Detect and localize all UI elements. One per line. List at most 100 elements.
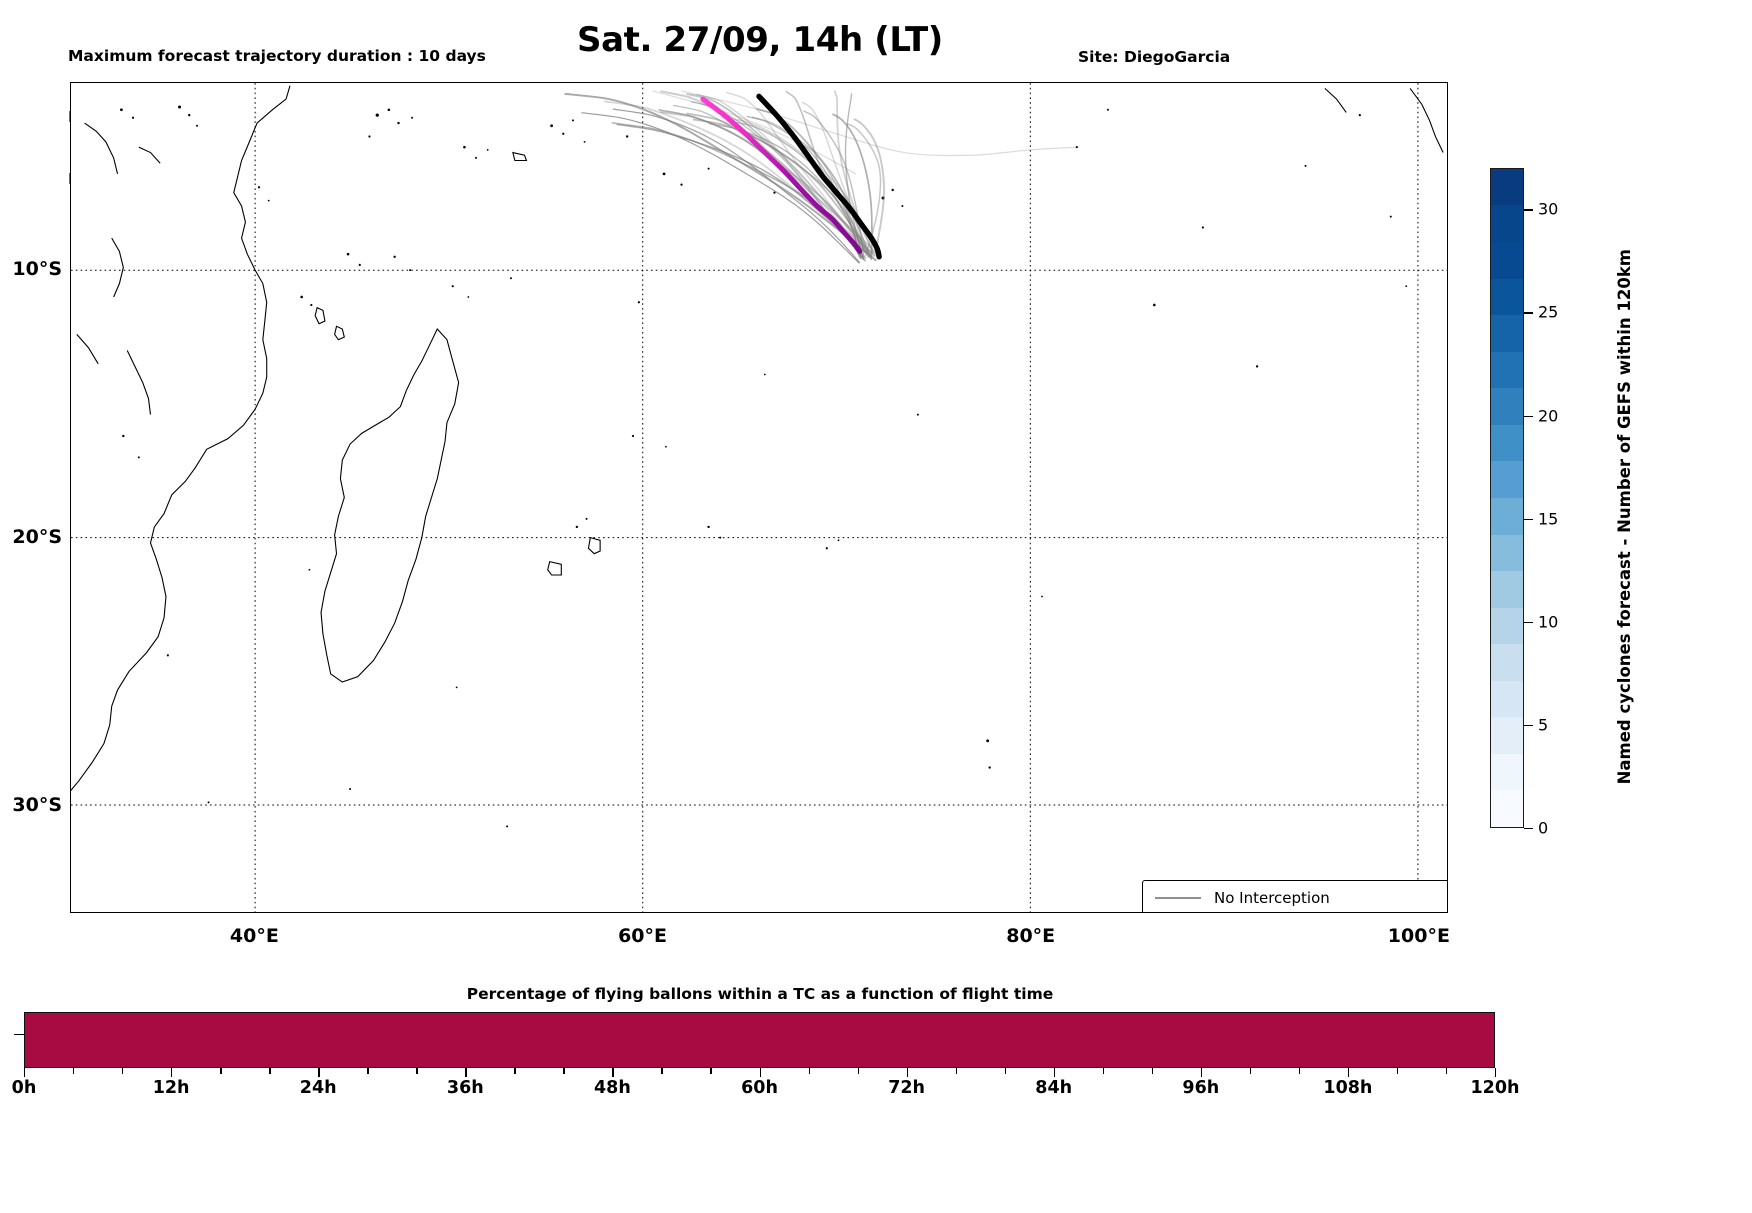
colorbar-band [1491, 388, 1523, 425]
island-dot [1358, 114, 1361, 117]
percentage-bar-tick-label: 12h [152, 1078, 190, 1098]
colorbar-tick-label: 25 [1538, 302, 1559, 322]
island-dot [463, 145, 466, 149]
colorbar-gradient [1490, 168, 1524, 828]
coastline-path [84, 122, 119, 175]
colorbar-band [1491, 168, 1523, 206]
island-dot [451, 285, 454, 288]
coastline-path [76, 334, 99, 365]
percentage-bar-tick [122, 1068, 124, 1074]
ensemble-trajectory-line [708, 123, 862, 260]
coastline-path [71, 85, 291, 792]
island-dot [1153, 303, 1156, 307]
ensemble-trajectory-line [652, 90, 857, 175]
island-dot [571, 119, 574, 122]
island-dot [637, 301, 640, 304]
percentage-bar-tick [1396, 1068, 1399, 1074]
island-dot [719, 536, 722, 539]
island-dot [131, 116, 135, 119]
percentage-bar-tick-label: 108h [1323, 1078, 1373, 1098]
colorbar-tick [1524, 312, 1533, 314]
island-dot [300, 295, 303, 299]
island-dot [310, 303, 313, 307]
percentage-bar-tick [24, 1068, 26, 1077]
percentage-bar-tick [73, 1068, 75, 1074]
percentage-bar-tick [171, 1068, 173, 1077]
island-dot [625, 135, 629, 138]
island-dot [665, 445, 667, 448]
island-dot [486, 148, 489, 151]
island-dot [308, 568, 311, 571]
island-dot [166, 654, 169, 657]
colorbar-title-text: Named cyclones forecast - Number of GEFS… [1615, 248, 1634, 785]
colorbar: 0 5 10 15 20 25 30 [1490, 168, 1558, 838]
colorbar-tick [1524, 415, 1533, 417]
island-dot [120, 108, 123, 112]
percentage-bar-tick [1495, 1068, 1497, 1077]
colorbar-band [1491, 534, 1523, 572]
legend-swatch-no-interception [1152, 895, 1204, 901]
percentage-bar-tick [1249, 1068, 1252, 1074]
colorbar-band [1491, 497, 1523, 535]
island-dot [506, 825, 509, 828]
colorbar-band [1491, 242, 1523, 279]
percentage-bar-tick [1445, 1068, 1448, 1074]
colorbar-tick [1524, 621, 1533, 624]
percentage-bar-tick-label: 84h [1035, 1078, 1073, 1098]
island-dot [467, 296, 470, 298]
island-dot [916, 413, 919, 416]
colorbar-tick [1524, 724, 1533, 727]
island-dot [207, 801, 210, 804]
island-dot [409, 269, 412, 272]
island-dot [368, 135, 371, 138]
ensemble-trajectory-line [686, 93, 876, 257]
colorbar-band [1491, 790, 1523, 827]
latitude-tick-label: 20°S [12, 525, 62, 548]
coastline-path [1409, 88, 1444, 153]
coastline-path [126, 350, 152, 415]
island-dot [1201, 226, 1204, 229]
coastline-path [1324, 87, 1347, 113]
longitude-tick-label: 100°E [1387, 925, 1450, 947]
colorbar-band [1491, 461, 1523, 498]
longitude-tick-label: 40°E [229, 925, 279, 947]
hres-trajectory-line [700, 96, 863, 254]
coastline-path [334, 325, 345, 341]
colorbar-tick-label: 10 [1538, 612, 1559, 632]
longitude-tick-label: 80°E [1006, 925, 1056, 947]
colorbar-band [1491, 205, 1523, 242]
ensemble-trajectory-line [832, 113, 873, 261]
percentage-bar-tick [367, 1068, 369, 1074]
coastline-path [512, 151, 528, 162]
percentage-bar-tick [1151, 1068, 1154, 1074]
island-dot [122, 434, 125, 438]
percentage-bar-tick [220, 1068, 222, 1074]
island-dot [631, 434, 635, 438]
colorbar-band [1491, 753, 1523, 791]
ensemble-trajectory-line [853, 118, 885, 256]
island-dot [662, 172, 666, 176]
island-dot [267, 199, 270, 202]
island-dot [397, 121, 400, 125]
colorbar-band [1491, 571, 1523, 608]
percentage-bar-tick [318, 1068, 320, 1077]
map-canvas [71, 83, 1447, 912]
legend-label-no-interception: No Interception [1214, 889, 1330, 908]
percentage-bar-tick [857, 1068, 859, 1074]
percentage-bar-tick [416, 1068, 418, 1074]
island-dot [1405, 285, 1408, 288]
percentage-bar-fill [25, 1013, 1494, 1067]
island-dot [137, 456, 140, 459]
percentage-bar-tick [1298, 1068, 1301, 1074]
colorbar-tick-label: 20 [1538, 406, 1559, 425]
percentage-bar-tick [1347, 1068, 1350, 1077]
percentage-bar-tick [563, 1068, 565, 1074]
coastline-path [138, 146, 161, 164]
colorbar-band [1491, 717, 1523, 754]
page-title: Sat. 27/09, 14h (LT) [577, 20, 943, 60]
percentage-bar-tick [1200, 1068, 1203, 1077]
legend-item: No Interception [1152, 888, 1447, 909]
ensemble-trajectory-line [803, 110, 865, 258]
longitude-tick-label: 60°E [618, 925, 668, 947]
coastline-path [314, 306, 326, 325]
